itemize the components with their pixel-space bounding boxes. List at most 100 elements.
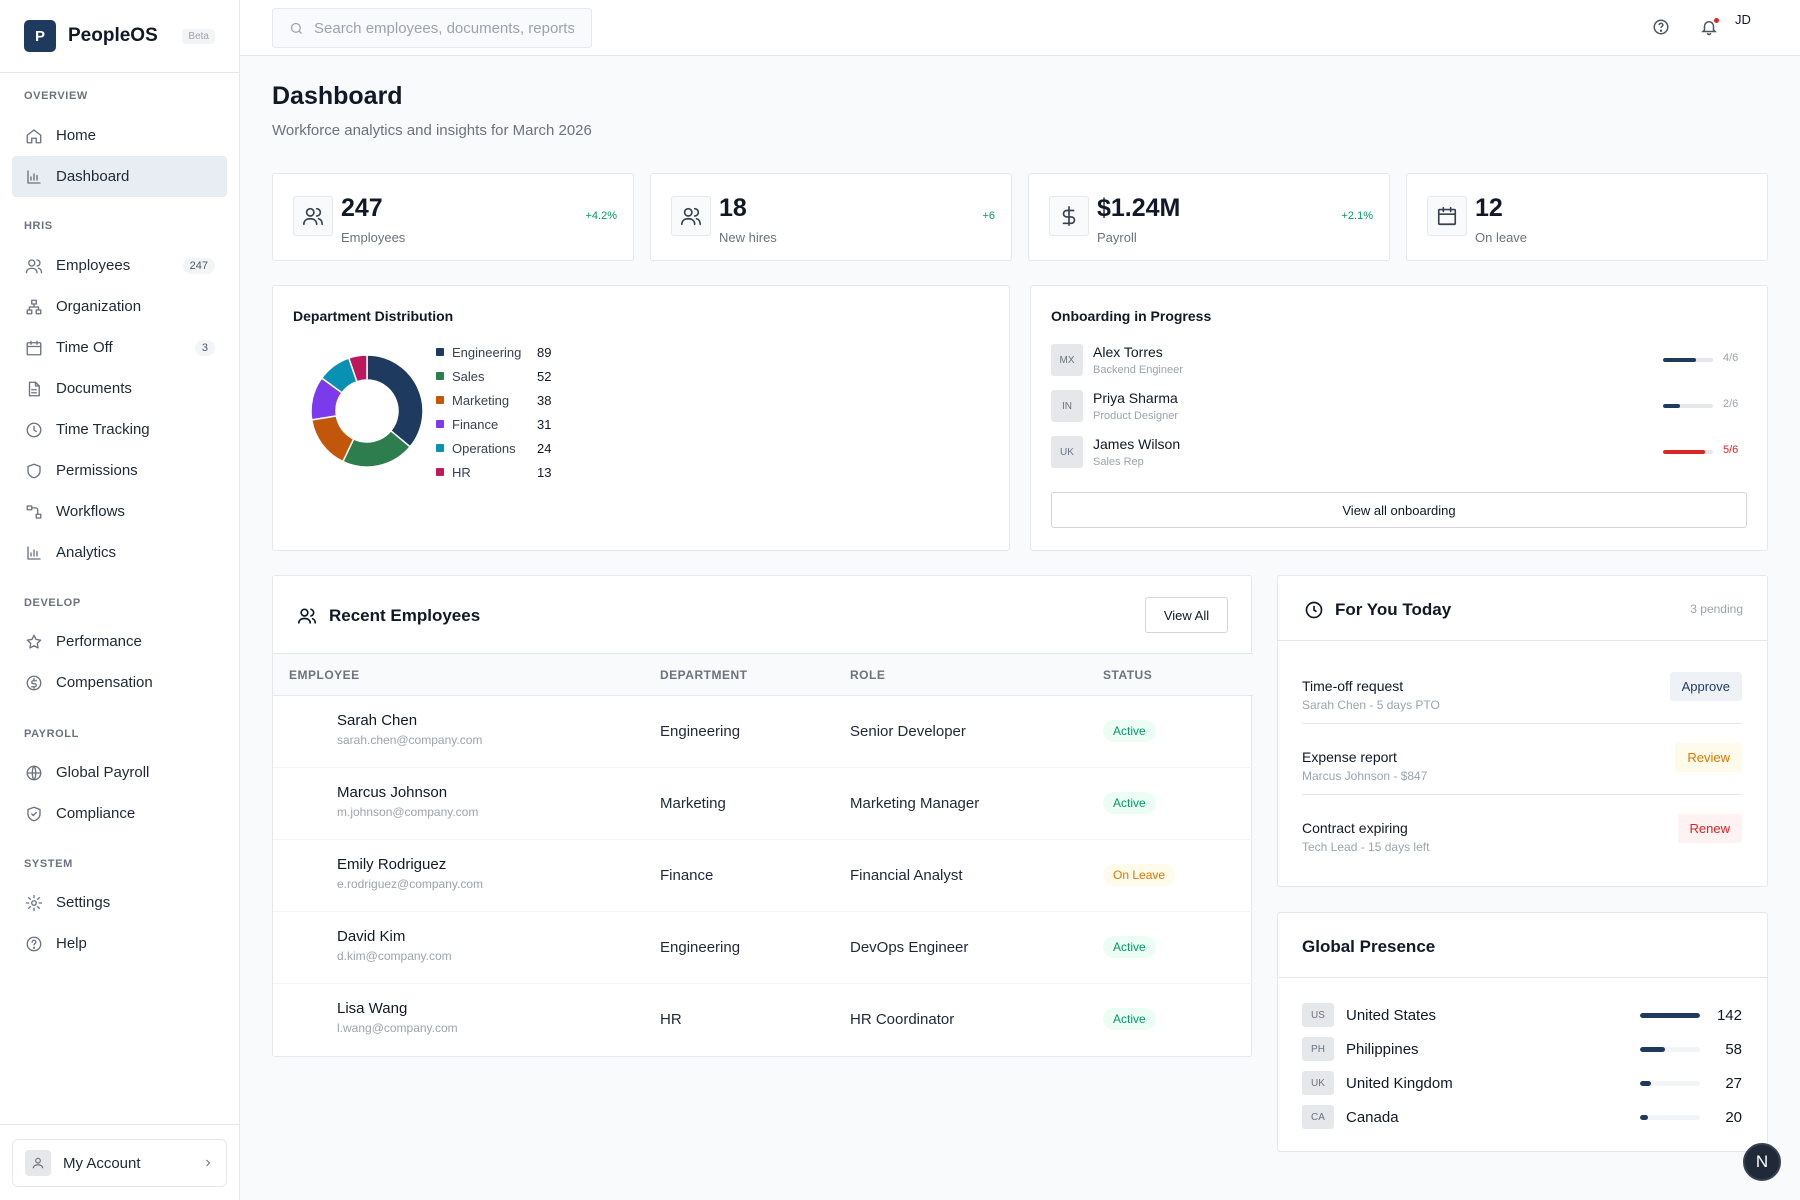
gear-icon <box>24 893 44 913</box>
table-row[interactable]: Lisa Wang l.wang@company.com HR HR Coordina… <box>273 984 1253 1056</box>
stat-delta: +6 <box>982 210 995 222</box>
stat-value: 18 <box>719 194 747 222</box>
employee-department: Engineering <box>660 723 741 740</box>
sidebar-item-time-tracking[interactable]: Time Tracking <box>12 409 227 450</box>
legend-swatch <box>436 396 444 404</box>
sidebar-item-label: Dashboard <box>56 168 130 185</box>
onboarding-card-title: Onboarding in Progress <box>1051 308 1212 324</box>
chart-icon <box>24 543 44 563</box>
stat-card-on-leave: 12 On leave <box>1406 173 1768 261</box>
account-area: My Account <box>0 1124 239 1200</box>
sidebar-item-workflows[interactable]: Workflows <box>12 491 227 532</box>
country-row[interactable]: CA Canada 20 <box>1302 1105 1742 1131</box>
onboarding-role: Product Designer <box>1093 410 1178 422</box>
table-row[interactable]: David Kim d.kim@company.com Engineering Dev… <box>273 912 1253 984</box>
sidebar-item-help[interactable]: Help <box>12 923 227 964</box>
sidebar: P PeopleOS Beta OVERVIEW Home Dashboard HRI… <box>0 0 240 1200</box>
task-title: Contract expiring <box>1302 820 1408 836</box>
onboarding-item[interactable]: UK James Wilson Sales Rep 5/6 <box>1051 434 1747 470</box>
search-input[interactable] <box>314 19 574 37</box>
country-row[interactable]: PH Philippines 58 <box>1302 1037 1742 1063</box>
employee-name[interactable]: Marcus Johnson <box>337 784 448 801</box>
nav-section-hris: HRIS <box>24 220 53 232</box>
country-bar <box>1640 1081 1700 1086</box>
sidebar-item-label: Time Off <box>56 339 113 356</box>
sidebar-item-home[interactable]: Home <box>12 115 227 156</box>
sidebar-item-label: Compliance <box>56 805 136 822</box>
donut-slice-engineering[interactable] <box>366 354 424 448</box>
sidebar-item-analytics[interactable]: Analytics <box>12 532 227 573</box>
country-bar <box>1640 1013 1700 1018</box>
stat-card-payroll: $1.24M Payroll +2.1% <box>1028 173 1390 261</box>
approve-button[interactable]: Approve <box>1669 672 1742 701</box>
chevron-right-icon <box>202 1157 214 1169</box>
chart-icon <box>24 167 44 187</box>
sidebar-item-count: 247 <box>182 257 215 274</box>
legend-swatch <box>436 348 444 356</box>
employee-name[interactable]: Lisa Wang <box>337 1000 408 1017</box>
my-account-label: My Account <box>63 1154 141 1172</box>
onboarding-role: Backend Engineer <box>1093 364 1183 376</box>
task-title: Expense report <box>1302 749 1397 765</box>
help-icon[interactable] <box>1652 18 1672 38</box>
employee-email: sarah.chen@company.com <box>337 733 483 747</box>
sidebar-item-label: Analytics <box>56 544 117 561</box>
user-avatar[interactable]: JD <box>1735 12 1751 27</box>
sidebar-item-label: Documents <box>56 380 132 397</box>
clock-icon <box>24 420 44 440</box>
sidebar-item-label: Organization <box>56 298 142 315</box>
sidebar-item-time-off[interactable]: Time Off 3 <box>12 327 227 368</box>
renew-button[interactable]: Renew <box>1677 814 1742 843</box>
sidebar-item-documents[interactable]: Documents <box>12 368 227 409</box>
employee-name[interactable]: Emily Rodriguez <box>337 856 447 873</box>
brand-logo[interactable]: P <box>24 20 56 52</box>
country-row[interactable]: US United States 142 <box>1302 1003 1742 1029</box>
sidebar-item-organization[interactable]: Organization <box>12 286 227 327</box>
column-header-employee[interactable]: EMPLOYEE <box>289 668 360 682</box>
employee-department: HR <box>660 1011 682 1028</box>
sidebar-item-compensation[interactable]: Compensation <box>12 662 227 703</box>
column-header-status[interactable]: STATUS <box>1103 668 1153 682</box>
column-header-department[interactable]: DEPARTMENT <box>660 668 748 682</box>
country-row[interactable]: UK United Kingdom 27 <box>1302 1071 1742 1097</box>
sidebar-item-settings[interactable]: Settings <box>12 882 227 923</box>
table-header: EMPLOYEE DEPARTMENT ROLE STATUS <box>273 653 1253 696</box>
table-row[interactable]: Emily Rodriguez e.rodriguez@company.com Fi… <box>273 840 1253 912</box>
sidebar-item-dashboard[interactable]: Dashboard <box>12 156 227 197</box>
floating-action-button[interactable]: N <box>1743 1143 1781 1181</box>
for-you-today-card: For You Today 3 pending Time-off request… <box>1277 575 1768 887</box>
sidebar-item-permissions[interactable]: Permissions <box>12 450 227 491</box>
calendar-icon <box>1427 196 1467 236</box>
sidebar-item-performance[interactable]: Performance <box>12 621 227 662</box>
sidebar-item-employees[interactable]: Employees 247 <box>12 245 227 286</box>
onboarding-item[interactable]: IN Priya Sharma Product Designer 2/6 <box>1051 388 1747 424</box>
sidebar-item-label: Employees <box>56 257 131 274</box>
sidebar-item-global-payroll[interactable]: Global Payroll <box>12 752 227 793</box>
donut-slice-hr[interactable] <box>347 354 368 383</box>
help-icon <box>24 934 44 954</box>
view-all-employees-button[interactable]: View All <box>1145 597 1228 633</box>
column-header-role[interactable]: ROLE <box>850 668 886 682</box>
employee-email: e.rodriguez@company.com <box>337 877 484 891</box>
employee-name[interactable]: Sarah Chen <box>337 712 418 729</box>
sidebar-item-label: Permissions <box>56 462 138 479</box>
view-all-onboarding-button[interactable]: View all onboarding <box>1051 492 1747 528</box>
notifications-bell-icon[interactable] <box>1700 18 1720 38</box>
sidebar-item-compliance[interactable]: Compliance <box>12 793 227 834</box>
sidebar-item-label: Time Tracking <box>56 421 150 438</box>
table-row[interactable]: Marcus Johnson m.johnson@company.com Marke… <box>273 768 1253 840</box>
for-you-today-title: For You Today <box>1335 600 1452 619</box>
divider <box>1278 640 1767 641</box>
users-icon <box>671 196 711 236</box>
search-box[interactable] <box>272 8 592 48</box>
review-button[interactable]: Review <box>1675 743 1742 772</box>
employee-name[interactable]: David Kim <box>337 928 406 945</box>
onboarding-item[interactable]: MX Alex Torres Backend Engineer 4/6 <box>1051 342 1747 378</box>
table-row[interactable]: Sarah Chen sarah.chen@company.com Engineer… <box>273 696 1253 768</box>
onboarding-progress: 4/6 <box>1723 352 1739 364</box>
coin-icon <box>24 673 44 693</box>
my-account-button[interactable]: My Account <box>12 1139 227 1187</box>
top-bar: JD <box>240 0 1800 56</box>
legend-label: Engineering <box>452 344 522 360</box>
legend-item-hr: HR 13 <box>436 462 556 482</box>
